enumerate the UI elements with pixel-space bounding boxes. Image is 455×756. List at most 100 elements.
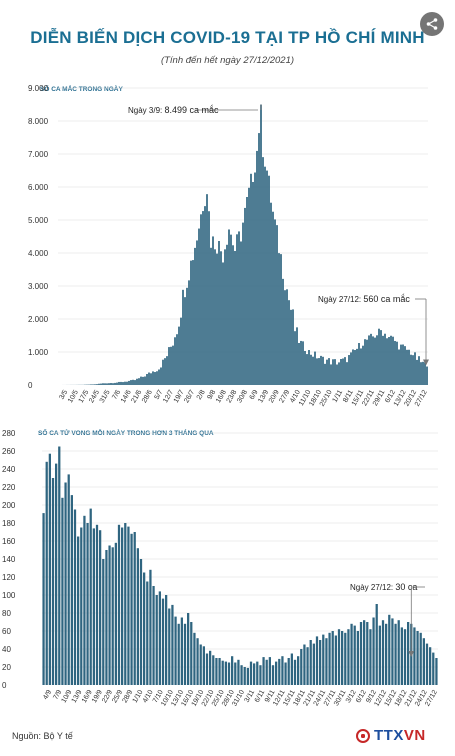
- bar: [112, 383, 114, 385]
- bar: [282, 278, 284, 385]
- bar: [150, 373, 152, 385]
- bar: [48, 453, 51, 685]
- bar: [124, 523, 127, 685]
- bar: [149, 569, 152, 685]
- bar: [260, 104, 262, 385]
- bar: [407, 622, 410, 685]
- bar: [306, 647, 309, 685]
- bar: [205, 653, 209, 685]
- y-tick-label: 280: [2, 429, 16, 438]
- bar: [196, 240, 198, 385]
- bar: [140, 376, 142, 385]
- bar: [344, 357, 346, 385]
- bar: [378, 328, 380, 385]
- bar: [381, 620, 385, 685]
- annotation-arrow: [408, 651, 415, 657]
- y-tick-label: 180: [2, 519, 16, 528]
- bar: [315, 636, 319, 685]
- bar: [422, 361, 424, 385]
- bar: [300, 649, 303, 685]
- bar: [347, 629, 350, 685]
- bar: [312, 643, 315, 685]
- bar: [96, 384, 98, 385]
- x-tick-label: 7/9: [52, 689, 63, 701]
- bar: [127, 526, 130, 685]
- bar: [306, 354, 308, 385]
- bar: [284, 662, 287, 685]
- bar: [253, 663, 256, 685]
- bar: [228, 229, 230, 385]
- bar: [240, 665, 243, 685]
- bar: [114, 542, 117, 685]
- bar: [193, 632, 196, 685]
- bar: [298, 342, 300, 385]
- bar: [429, 647, 432, 685]
- bar: [51, 478, 55, 685]
- bar: [254, 172, 256, 385]
- bar: [216, 253, 218, 385]
- bar: [366, 622, 369, 685]
- bar: [73, 509, 77, 685]
- bar: [400, 344, 402, 385]
- bar: [353, 625, 356, 685]
- bar: [177, 623, 180, 685]
- bar: [344, 632, 347, 685]
- annotation-latest: Ngày 27/12: 560 ca mắc: [318, 294, 410, 304]
- bar: [297, 656, 300, 685]
- bar: [172, 345, 174, 385]
- y-tick-label: 20: [2, 663, 11, 672]
- bar: [118, 381, 120, 385]
- bar: [392, 336, 394, 385]
- bar: [240, 241, 242, 385]
- bar: [388, 337, 390, 385]
- y-tick-label: 8.000: [28, 117, 49, 126]
- bar: [346, 362, 348, 385]
- bar: [324, 363, 326, 385]
- bar: [376, 335, 378, 385]
- bar: [320, 355, 322, 385]
- bar: [350, 352, 352, 385]
- bar: [382, 335, 384, 385]
- bar: [356, 348, 358, 385]
- bar: [342, 358, 344, 385]
- bar: [138, 378, 140, 385]
- bar: [158, 591, 161, 685]
- bar: [58, 446, 61, 685]
- bar: [238, 231, 240, 385]
- bar: [374, 337, 376, 385]
- y-tick-label: 240: [2, 465, 16, 474]
- bar: [226, 244, 228, 385]
- bar: [386, 338, 388, 385]
- bar: [234, 250, 236, 385]
- logo-text-part2: VN: [403, 727, 426, 744]
- bar: [303, 644, 306, 685]
- bar: [337, 629, 341, 685]
- bar: [220, 251, 222, 385]
- bar: [83, 515, 86, 685]
- bar: [136, 548, 139, 685]
- bar: [154, 372, 156, 385]
- bar: [244, 207, 246, 385]
- bar: [94, 384, 96, 385]
- y-tick-label: 4.000: [28, 249, 49, 258]
- bar: [312, 356, 314, 385]
- bar: [86, 523, 89, 685]
- bar: [284, 290, 286, 385]
- chart-title: DIỄN BIẾN DỊCH COVID-19 TẠI TP HỒ CHÍ MI…: [30, 28, 425, 47]
- bar: [162, 359, 164, 385]
- bar: [105, 550, 108, 685]
- bar: [144, 376, 146, 385]
- bar: [318, 358, 320, 385]
- y-tick-label: 0: [28, 381, 33, 390]
- x-tick-label: 2/8: [196, 389, 207, 401]
- y-tick-label: 100: [2, 591, 16, 600]
- bar: [326, 359, 328, 385]
- bar: [176, 334, 178, 385]
- bar: [95, 524, 99, 685]
- bar: [126, 381, 128, 385]
- share-button[interactable]: [420, 12, 444, 36]
- y-tick-label: 6.000: [28, 183, 49, 192]
- bar: [222, 262, 224, 385]
- bar: [400, 627, 403, 685]
- bar: [370, 333, 372, 385]
